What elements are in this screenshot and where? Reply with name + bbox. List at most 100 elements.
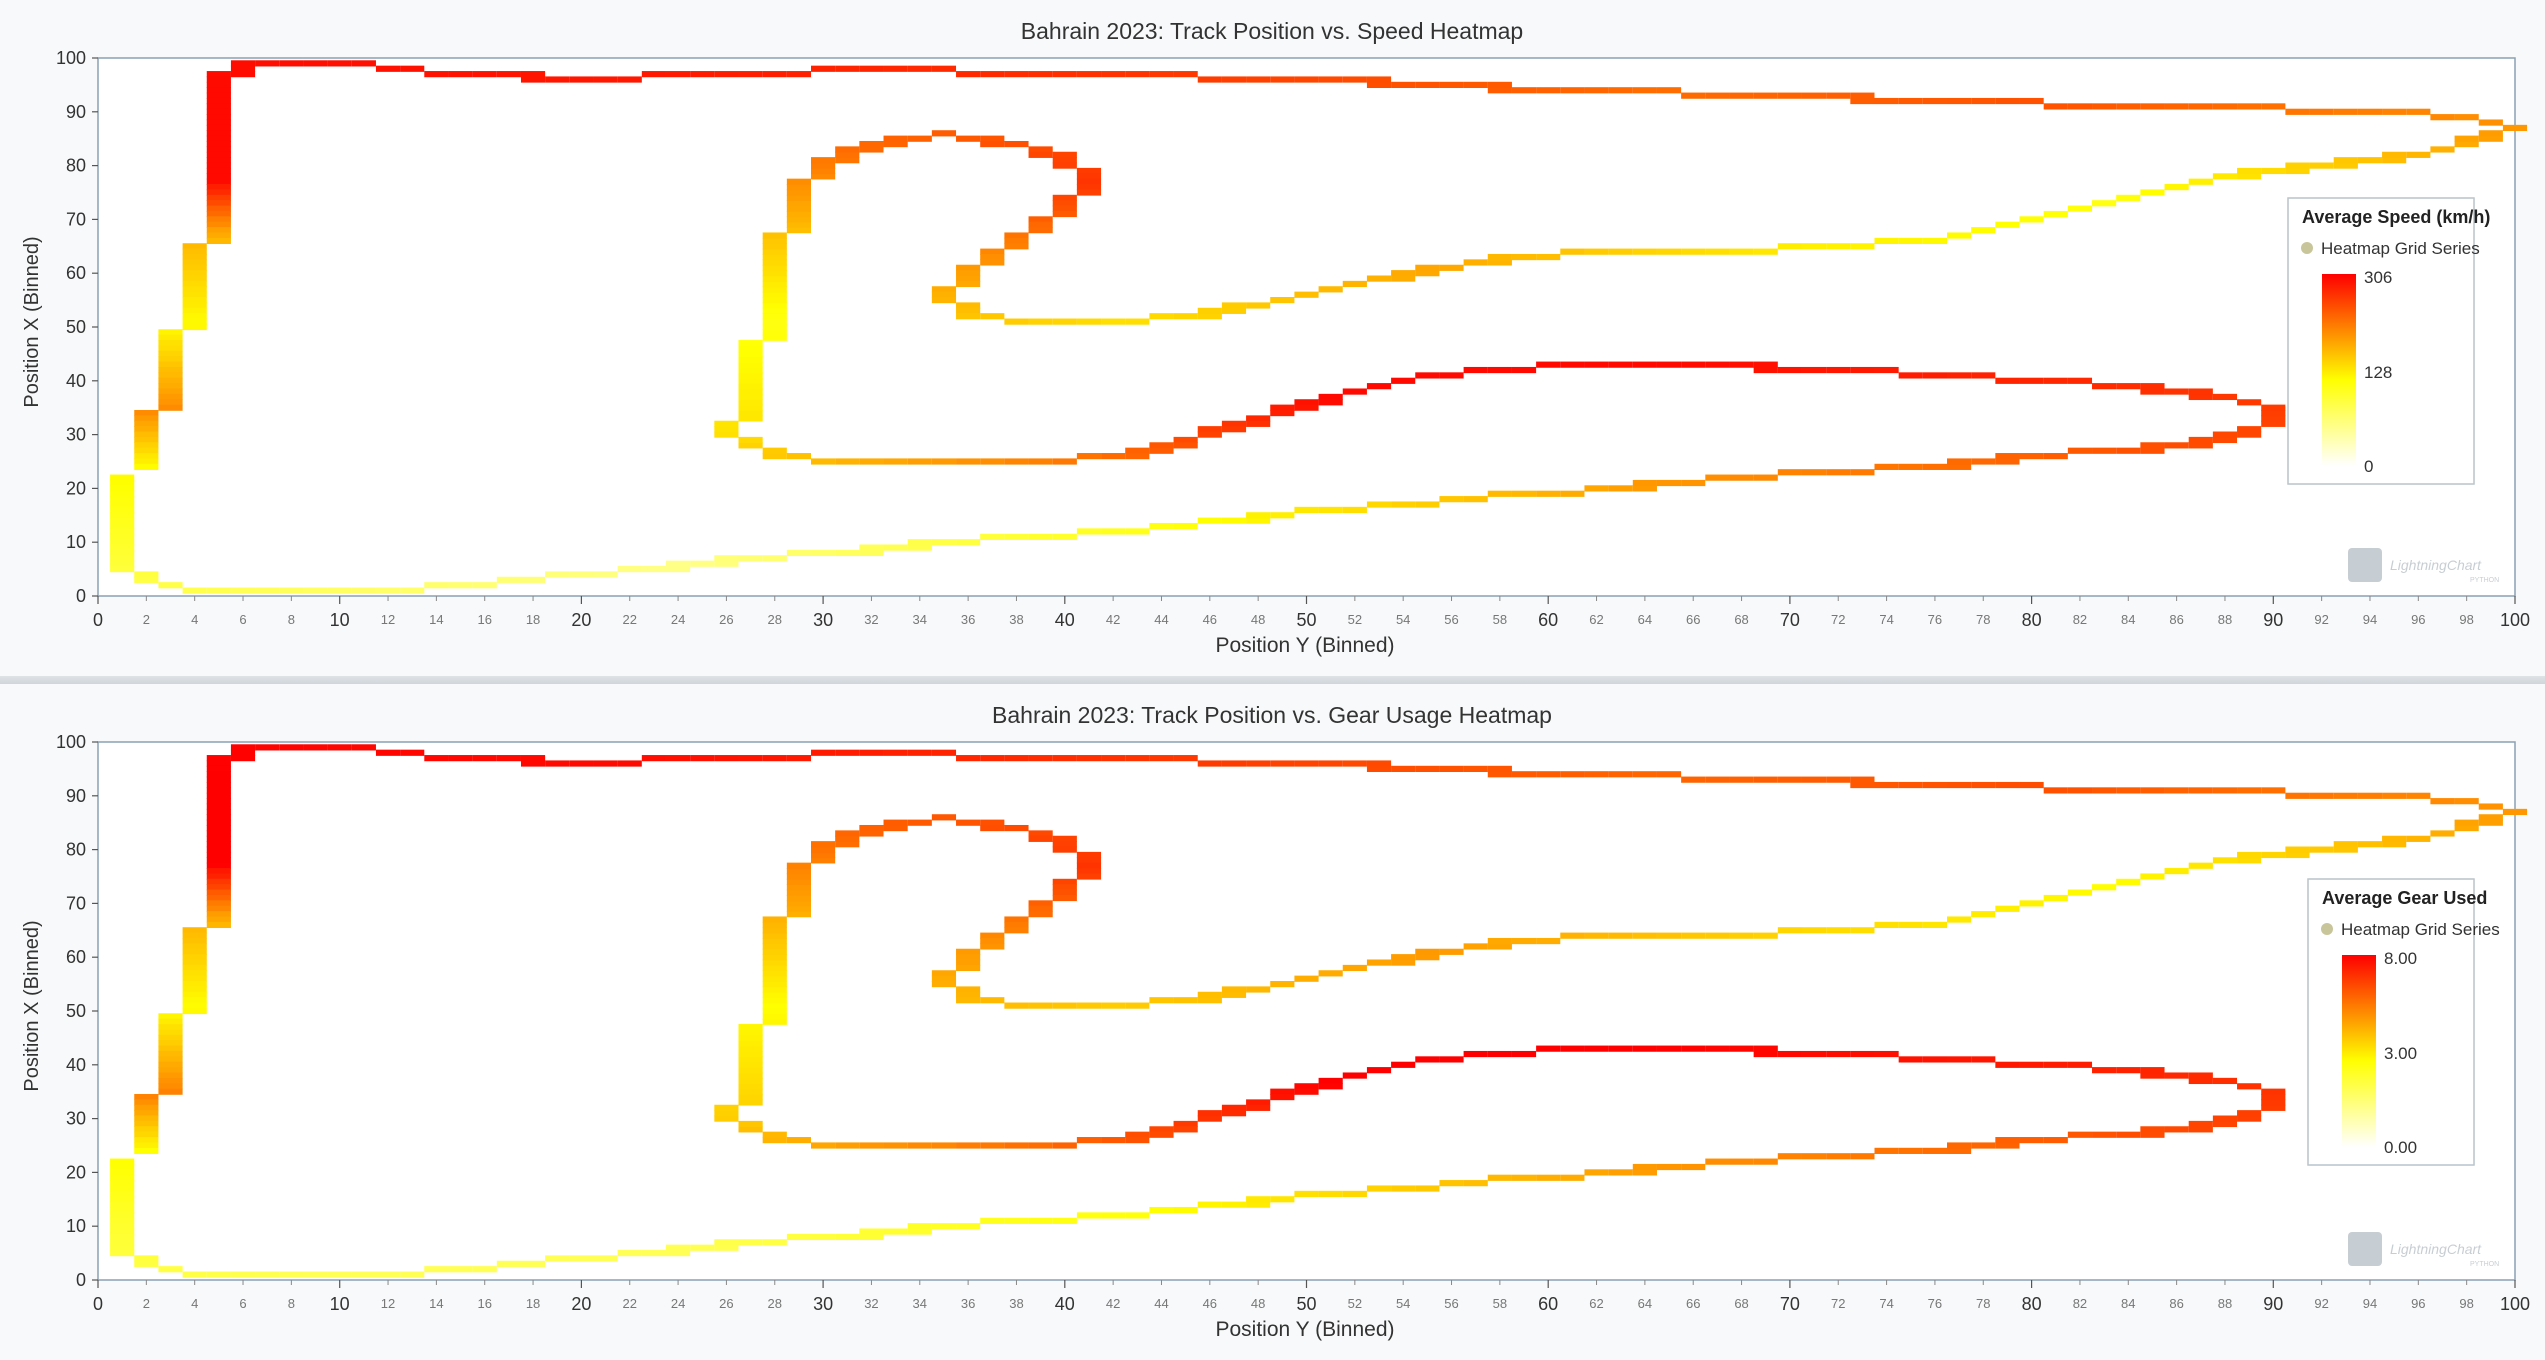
heatmap-cell (472, 1266, 497, 1273)
heatmap-cell (1101, 528, 1126, 535)
heatmap-cell (1197, 76, 1222, 83)
y-tick-label: 70 (66, 209, 86, 229)
heatmap-cell (1487, 1050, 1512, 1058)
heatmap-cell (2140, 383, 2165, 390)
heatmap-cell (762, 1137, 787, 1144)
heatmap-cell (1004, 921, 1029, 929)
x-tick-label: 100 (2500, 610, 2530, 630)
heatmap-cell (2116, 1067, 2141, 1074)
heatmap-cell (303, 587, 328, 594)
watermark-brand: LightningChart (2390, 557, 2482, 573)
heatmap-cell (1101, 71, 1126, 78)
gear-heatmap-chart[interactable]: Bahrain 2023: Track Position vs. Gear Us… (0, 684, 2545, 1357)
heatmap-cell (762, 932, 787, 939)
heatmap-cell (110, 1244, 135, 1251)
heatmap-cell (2188, 393, 2213, 401)
heatmap-cell (980, 943, 1005, 950)
heatmap-cell (206, 889, 231, 896)
heatmap-cell (230, 71, 256, 78)
x-minor-tick-label: 88 (2218, 1296, 2232, 1311)
heatmap-cell (1004, 243, 1029, 250)
heatmap-cell (1850, 927, 1875, 934)
heatmap-cell (1052, 162, 1077, 169)
heatmap-cell (714, 420, 739, 427)
heatmap-cell (2285, 162, 2310, 169)
watermark: LightningChart PYTHON (2348, 548, 2499, 584)
heatmap-cell (2237, 1115, 2262, 1122)
heatmap-cell (786, 194, 812, 201)
heatmap-cell (593, 760, 618, 767)
heatmap-cell (1850, 1153, 1875, 1160)
heatmap-cell (835, 65, 860, 72)
heatmap-cell (956, 964, 981, 972)
heatmap-cell (110, 555, 135, 562)
heatmap-cell (158, 345, 183, 352)
heatmap-cell (811, 846, 836, 853)
heatmap-cell (762, 954, 787, 961)
heatmap-cell (1173, 71, 1198, 78)
heatmap-cell (1052, 1142, 1077, 1149)
speed-heatmap-chart[interactable]: Bahrain 2023: Track Position vs. Speed H… (0, 0, 2545, 676)
y-tick-label: 40 (66, 1055, 86, 1075)
heatmap-cell (1221, 1201, 1247, 1208)
x-minor-tick-label: 4 (191, 1296, 198, 1311)
heatmap-cell (1801, 243, 1827, 250)
heatmap-cell (1125, 528, 1150, 535)
heatmap-cell (738, 1126, 763, 1133)
heatmap-cell (1415, 948, 1440, 955)
heatmap-cell (2164, 442, 2189, 449)
heatmap-cell (1487, 87, 1512, 94)
heatmap-cell (786, 862, 812, 869)
heatmap-cell (1681, 479, 1706, 487)
heatmap-cell (182, 981, 207, 988)
heatmap-cell (2188, 442, 2213, 449)
x-minor-tick-label: 54 (1396, 1296, 1410, 1311)
heatmap-cell (1052, 210, 1077, 218)
heatmap-cell (1536, 361, 1561, 368)
heatmap-cell (956, 954, 981, 961)
heatmap-cell (1705, 932, 1730, 939)
heatmap-cell (1608, 361, 1633, 368)
heatmap-cell (1197, 991, 1222, 998)
x-tick-label: 80 (2022, 610, 2042, 630)
heatmap-cell (1947, 232, 1972, 239)
legend-title: Average Speed (km/h) (2302, 207, 2490, 227)
x-tick-label: 0 (93, 1294, 103, 1314)
heatmap-cell (956, 991, 981, 998)
heatmap-cell (907, 1223, 932, 1230)
legend-color-bar (2342, 955, 2376, 1147)
heatmap-cell (1632, 1169, 1657, 1176)
heatmap-cell (2092, 447, 2117, 454)
heatmap-cell (158, 1056, 183, 1063)
heatmap-cell (1197, 517, 1222, 524)
heatmap-cell (1681, 776, 1706, 783)
heatmap-cell (1149, 71, 1174, 78)
heatmap-cell (2357, 108, 2383, 115)
heatmap-cell (2019, 453, 2044, 460)
heatmap-cell (110, 1250, 135, 1257)
heatmap-cell (206, 92, 231, 99)
x-minor-tick-label: 48 (1251, 612, 1265, 627)
plot-area (97, 741, 2516, 1281)
heatmap-cell (1511, 490, 1537, 497)
heatmap-cell (835, 749, 860, 756)
heatmap-cell (2092, 103, 2117, 110)
heatmap-cell (1221, 420, 1247, 427)
heatmap-cell (158, 356, 183, 363)
heatmap-cell (2212, 1077, 2238, 1085)
heatmap-cell (931, 814, 957, 821)
heatmap-cell (786, 205, 812, 212)
heatmap-cell (1463, 943, 1488, 950)
heatmap-cell (206, 167, 231, 175)
heatmap-cell (811, 1142, 836, 1149)
heatmap-cell (1366, 765, 1392, 772)
heatmap-cell (714, 1239, 739, 1246)
heatmap-cell (1076, 318, 1102, 325)
heatmap-cell (2092, 787, 2117, 794)
heatmap-cell (762, 232, 787, 239)
heatmap-cell (738, 1050, 763, 1058)
heatmap-cell (1439, 81, 1464, 88)
heatmap-cell (375, 65, 401, 72)
heatmap-cell (158, 1088, 183, 1095)
x-minor-tick-label: 64 (1638, 1296, 1652, 1311)
